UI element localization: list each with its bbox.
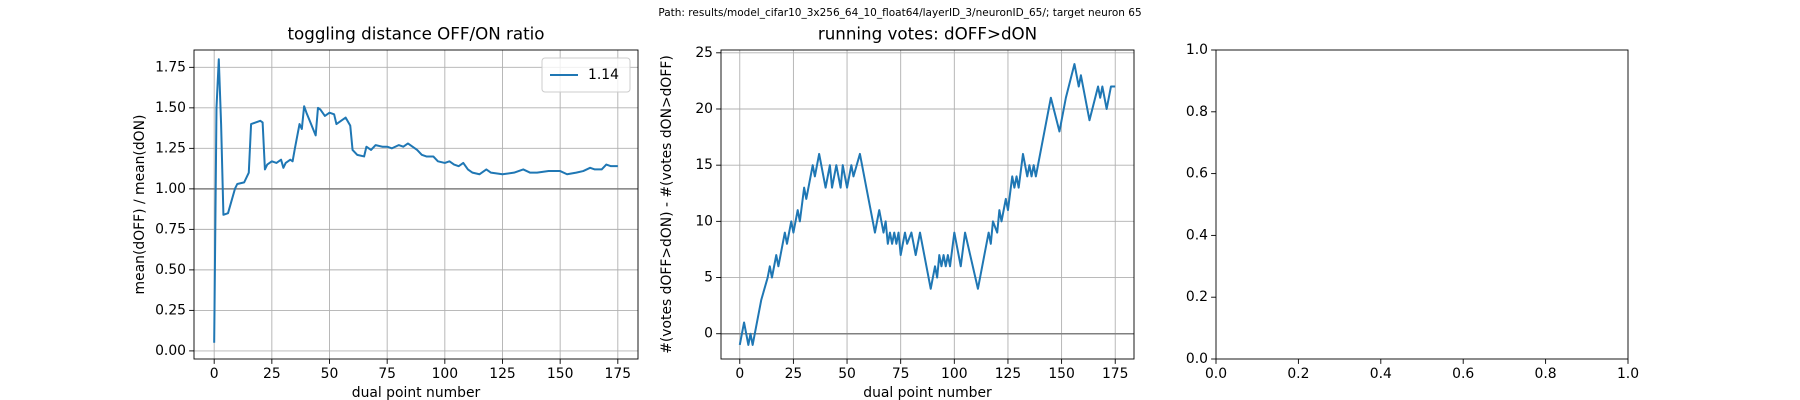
y-tick-label: 0.00 [155,343,186,359]
y-tick-label: 1.0 [1186,42,1208,58]
x-tick-label: 0.2 [1287,366,1309,382]
x-axis-label: dual point number [863,385,992,400]
x-tick-label: 25 [263,366,281,382]
legend-label: 1.14 [588,67,619,83]
x-tick-label: 25 [785,366,803,382]
axes-frame [1215,49,1629,360]
y-axis-label: mean(dOFF) / mean(dON) [132,115,148,295]
x-tick-label: 50 [321,366,339,382]
axes: 0.0 0.2 0.4 0.6 0.8 1.0 0.0 0.2 0.4 0.6 0.8 1.0 [1186,42,1639,382]
legend-frame [541,57,631,93]
x-tick-label: 100 [941,366,968,382]
x-tick-label: 50 [838,366,856,382]
y-axis-label: #(votes dOFF>dON) - #(votes dON>dOFF) [659,55,675,354]
x-tick-label: 1.0 [1617,366,1639,382]
y-tick-label: 10 [695,213,713,229]
x-tick-label: 125 [489,366,516,382]
y-tick-label: 15 [695,157,713,173]
figure-title: Path: results/model_cifar10_3x256_64_10_… [658,7,1141,19]
y-tick-label: 0.75 [155,221,186,237]
y-tick-label: 0.0 [1186,351,1208,367]
x-tick-label: 125 [995,366,1022,382]
y-tick-label: 1.50 [155,100,186,116]
y-tick-label: 1.00 [155,181,186,197]
y-tick-label: 0.4 [1186,227,1208,243]
y-tick-label: 0 [704,326,713,342]
axes-frame [193,49,639,360]
x-tick-label: 0.6 [1452,366,1474,382]
x-tick-label: 0.8 [1535,366,1557,382]
x-tick-label: 0 [735,366,744,382]
x-tick-label: 150 [1048,366,1075,382]
x-tick-label: 0 [210,366,219,382]
x-tick-label: 0.4 [1370,366,1392,382]
axes: 0 25 50 75 100 125 150 175 0 5 10 15 20 25 running vot… [659,24,1135,400]
x-tick-label: 100 [432,366,459,382]
x-axis-label: dual point number [352,385,481,400]
y-tick-label: 0.8 [1186,104,1208,120]
y-tick-label: 0.25 [155,302,186,318]
x-tick-label: 175 [1102,366,1129,382]
x-tick-label: 150 [547,366,574,382]
x-tick-label: 175 [605,366,632,382]
axes-frame [720,49,1135,360]
y-tick-label: 0.2 [1186,289,1208,305]
x-tick-label: 75 [378,366,396,382]
y-tick-label: 0.6 [1186,166,1208,182]
y-tick-label: 1.25 [155,140,186,156]
axes-title: toggling distance OFF/ON ratio [287,24,544,44]
line [738,63,1116,346]
line [213,58,618,343]
y-tick-label: 0.50 [155,262,186,278]
x-tick-label: 75 [892,366,910,382]
y-tick-label: 20 [695,101,713,117]
axes: 0 25 50 75 100 125 150 175 0.00 0.25 0.50 0.75 1.00 1… [132,24,639,400]
axes-title: running votes: dOFF>dON [818,24,1037,44]
y-tick-label: 5 [704,270,713,286]
x-tick-label: 0.0 [1205,366,1227,382]
y-tick-label: 25 [695,45,713,61]
y-tick-label: 1.75 [155,59,186,75]
